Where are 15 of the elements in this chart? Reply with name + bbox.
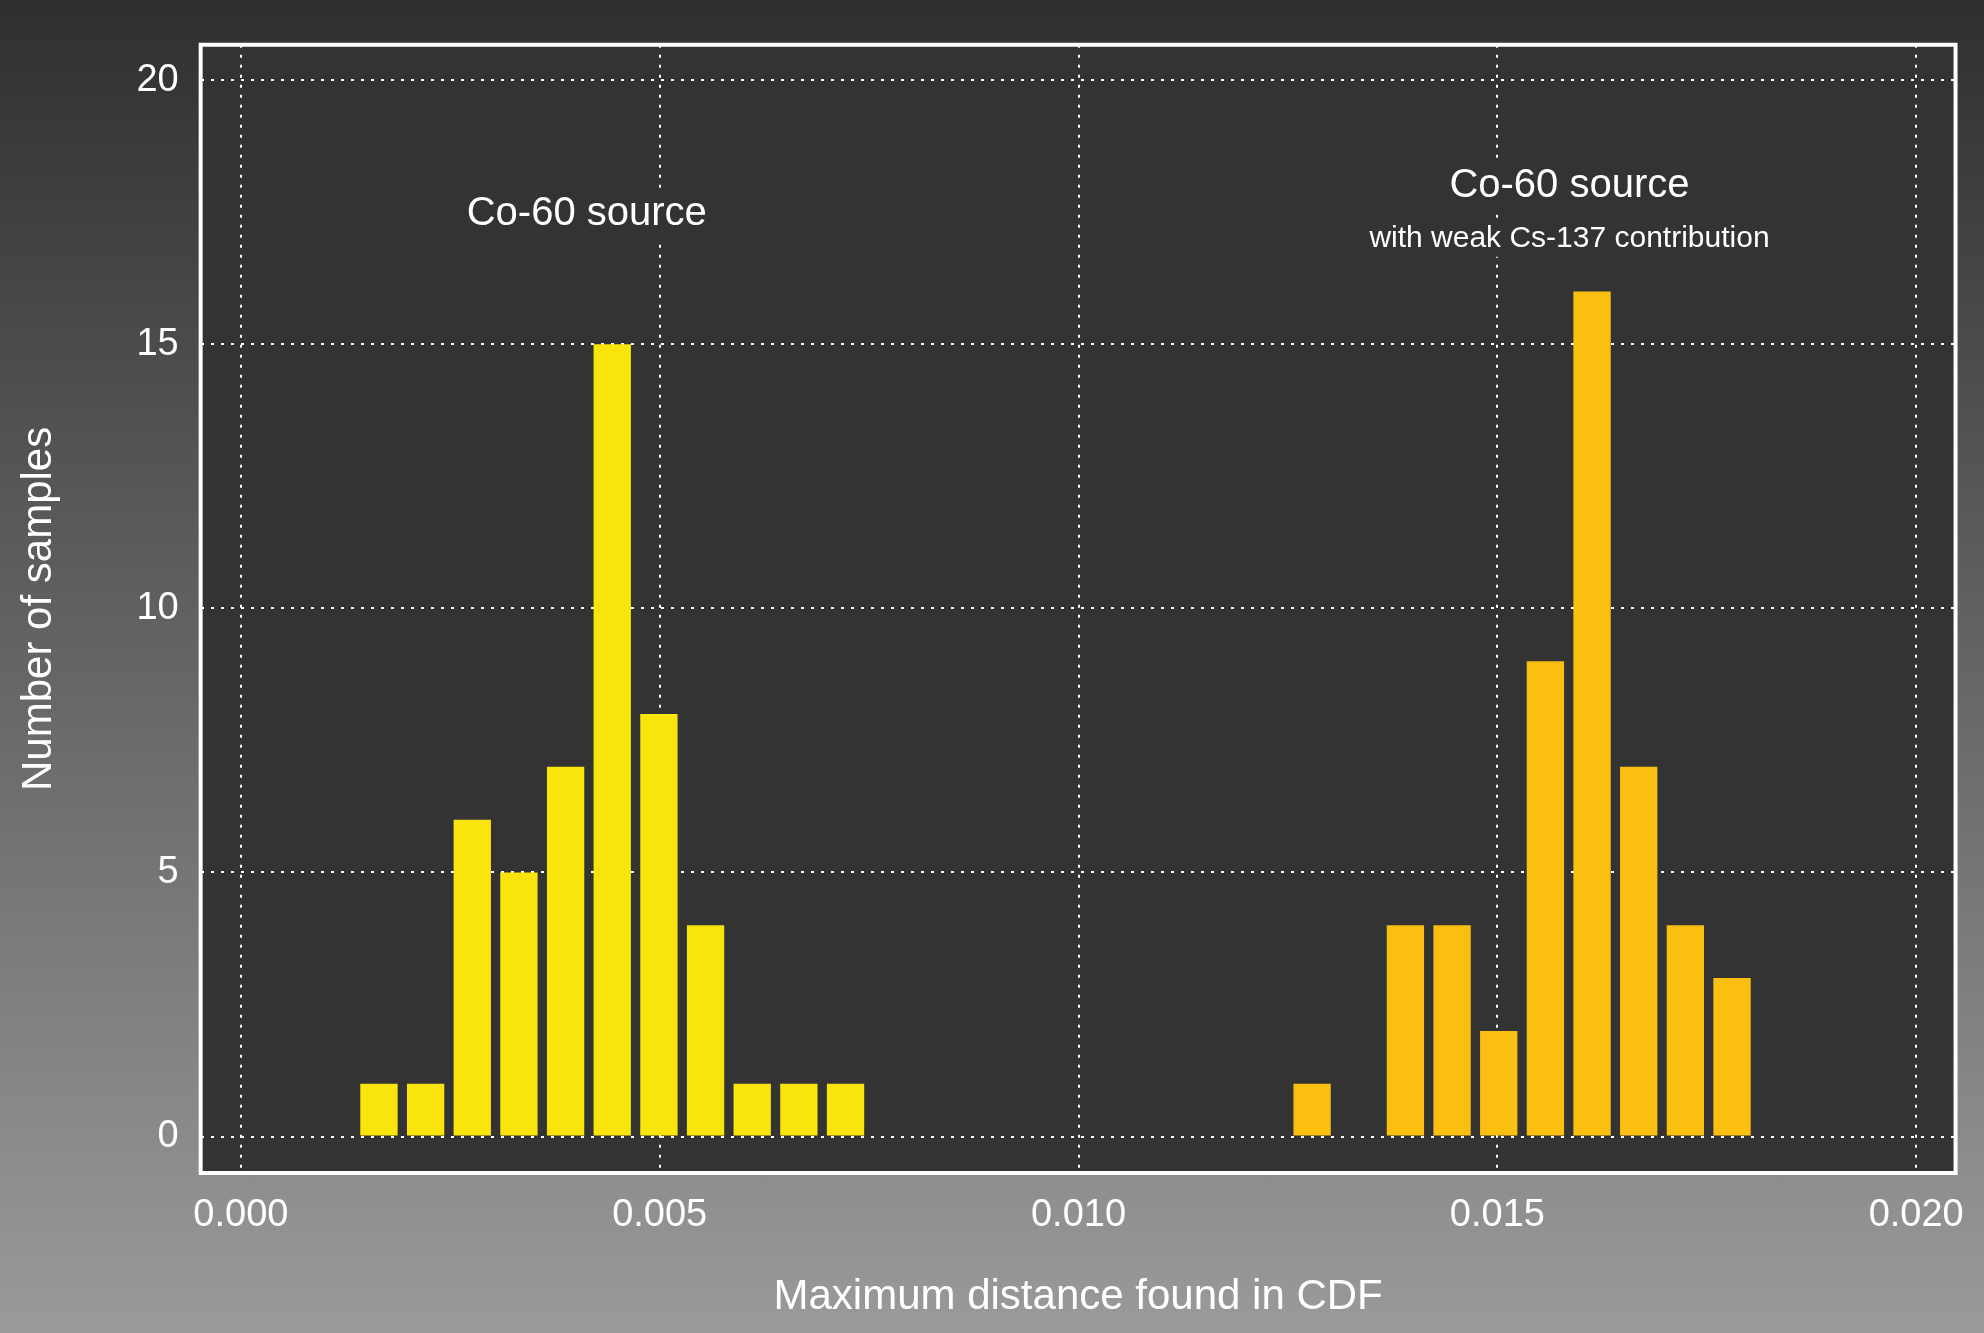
y-tick-label: 10 (136, 584, 179, 627)
x-axis-title: Maximum distance found in CDF (773, 1271, 1383, 1319)
x-tick-label: 0.015 (1449, 1192, 1545, 1235)
y-axis-title: Number of samples (12, 426, 60, 791)
annotation: with weak Cs-137 contribution (1368, 220, 1770, 254)
y-tick-label: 0 (157, 1113, 179, 1156)
x-tick-label: 0.000 (193, 1192, 289, 1235)
y-tick-label: 15 (136, 320, 179, 363)
y-tick-label: 20 (136, 56, 179, 99)
annotation: Co-60 source (1449, 160, 1690, 205)
x-tick-label: 0.020 (1868, 1192, 1964, 1235)
annotation: Co-60 source (466, 189, 707, 234)
x-tick-label: 0.005 (612, 1192, 708, 1235)
x-tick-label: 0.010 (1030, 1192, 1127, 1235)
y-tick-label: 5 (157, 848, 179, 891)
